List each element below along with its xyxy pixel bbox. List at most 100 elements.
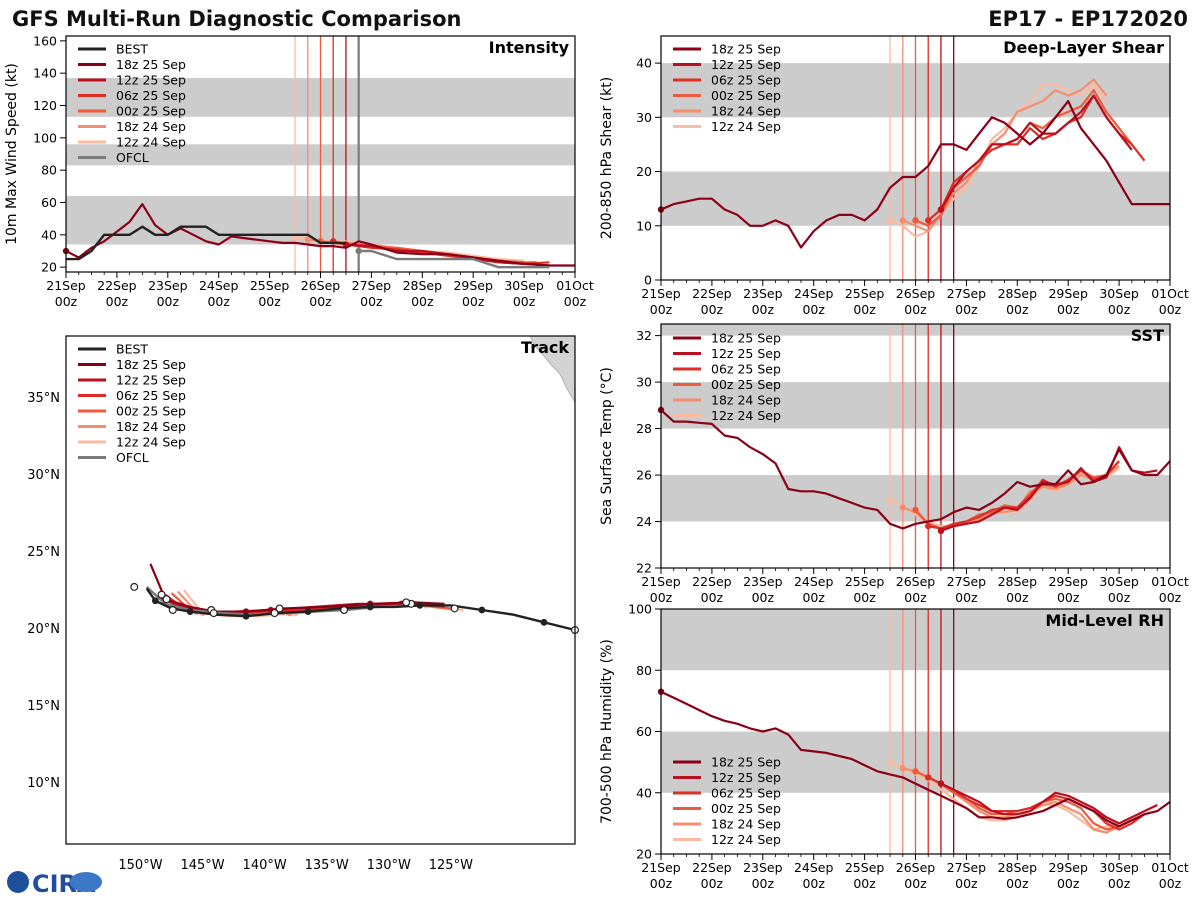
y-tick-label: 40 (636, 785, 652, 800)
series-start-marker (912, 506, 919, 514)
lat-tick-label: 30°N (27, 468, 60, 483)
x-tick-label: 22Sep (692, 286, 732, 301)
open-position-marker (157, 590, 166, 599)
x-tick-label: 29Sep (453, 278, 493, 293)
y-tick-label: 22 (636, 561, 652, 576)
y-tick-label: 60 (41, 195, 57, 210)
x-tick-label: 28Sep (403, 278, 443, 293)
best-track-marker (242, 612, 250, 620)
y-tick-label: 30 (636, 375, 652, 390)
y-tick-label: 26 (636, 468, 652, 483)
plot-frame (65, 35, 576, 273)
logo-swirl-icon (70, 872, 102, 892)
x-tick-sublabel: 00z (309, 294, 332, 309)
x-tick-sublabel: 00z (564, 294, 587, 309)
lon-tick-label: 135°W (305, 858, 349, 873)
x-tick-sublabel: 00z (904, 302, 927, 317)
legend-label: 00z 25 Sep (711, 801, 781, 816)
x-tick-label: 29Sep (1048, 860, 1088, 875)
x-tick-sublabel: 00z (55, 294, 78, 309)
legend-label: 12z 24 Sep (711, 408, 781, 423)
legend-label: 12z 24 Sep (116, 135, 186, 150)
legend-label: OFCL (116, 150, 149, 165)
y-tick-label: 28 (636, 421, 652, 436)
best-track-marker (304, 608, 312, 615)
x-tick-sublabel: 00z (752, 302, 775, 317)
lon-tick-label: 130°W (367, 858, 411, 873)
logo-circle-icon (7, 871, 29, 893)
plot-frame (660, 35, 1171, 281)
series-start-marker (886, 217, 894, 224)
x-tick-sublabel: 00z (411, 294, 434, 309)
lon-tick-label: 150°W (118, 858, 162, 873)
y-tick-label: 80 (41, 163, 57, 178)
x-tick-sublabel: 00z (853, 302, 876, 317)
series-start-marker (937, 780, 945, 787)
x-tick-sublabel: 00z (802, 590, 825, 605)
series-start-marker (937, 206, 945, 213)
x-tick-label: 24Sep (794, 574, 834, 589)
legend-label: 00z 25 Sep (116, 104, 186, 119)
y-tick-label: 30 (636, 110, 652, 125)
lon-tick-label: 140°W (243, 858, 287, 873)
x-tick-sublabel: 00z (701, 876, 724, 891)
x-tick-sublabel: 00z (513, 294, 536, 309)
x-tick-sublabel: 00z (1006, 302, 1029, 317)
x-tick-label: 01Oct (1151, 286, 1189, 301)
x-tick-label: 30Sep (1099, 860, 1139, 875)
x-tick-sublabel: 00z (1057, 590, 1080, 605)
ofcl-start-marker (355, 247, 362, 255)
y-tick-label: 100 (33, 130, 57, 145)
x-tick-label: 23Sep (743, 860, 783, 875)
x-tick-sublabel: 00z (1108, 302, 1131, 317)
series-start-marker (304, 236, 311, 243)
x-tick-sublabel: 00z (701, 302, 724, 317)
y-tick-label: 120 (33, 98, 57, 113)
series-line (660, 99, 1170, 249)
series-start-marker (886, 758, 894, 766)
x-tick-sublabel: 00z (955, 590, 978, 605)
legend-label: BEST (116, 342, 148, 357)
x-tick-label: 28Sep (998, 860, 1038, 875)
legend-label: 06z 25 Sep (711, 786, 781, 801)
lat-tick-label: 35°N (27, 391, 60, 406)
open-position-marker (270, 609, 279, 618)
x-tick-sublabel: 00z (106, 294, 129, 309)
legend-label: 12z 24 Sep (711, 832, 781, 847)
x-tick-label: 21Sep (641, 286, 681, 301)
series-line (902, 78, 1108, 233)
x-tick-sublabel: 00z (258, 294, 281, 309)
best-track-marker (366, 603, 374, 611)
x-tick-sublabel: 00z (1108, 590, 1131, 605)
y-axis-label: 200-850 hPa Shear (kt) (599, 77, 615, 239)
legend-label: 12z 25 Sep (711, 346, 781, 361)
x-tick-label: 28Sep (998, 286, 1038, 301)
x-tick-sublabel: 00z (853, 876, 876, 891)
x-tick-label: 27Sep (947, 860, 987, 875)
best-track-marker (416, 601, 424, 609)
x-tick-sublabel: 00z (904, 876, 927, 891)
x-tick-label: 30Sep (1099, 574, 1139, 589)
series-line (660, 690, 1171, 828)
y-tick-label: 0 (644, 273, 652, 288)
legend-label: 18z 25 Sep (116, 357, 186, 372)
ofcl-line (358, 249, 550, 269)
y-tick-label: 100 (628, 602, 652, 617)
series-start-marker (886, 497, 894, 504)
open-position-marker (209, 609, 218, 618)
figure-title: GFS Multi-Run Diagnostic Comparison (12, 7, 461, 31)
x-tick-sublabel: 00z (802, 876, 825, 891)
y-tick-label: 140 (33, 66, 57, 81)
series-start-marker (912, 768, 919, 775)
x-tick-label: 25Sep (845, 860, 885, 875)
series-start-marker (291, 234, 299, 242)
x-tick-label: 01Oct (1151, 860, 1189, 875)
legend-label: 12z 25 Sep (116, 373, 186, 388)
best-track-marker (478, 606, 486, 614)
panel-title: Track (521, 338, 569, 357)
x-tick-sublabel: 00z (650, 302, 673, 317)
y-tick-label: 40 (41, 227, 57, 242)
x-tick-label: 23Sep (743, 286, 783, 301)
storm-id: EP17 - EP172020 (988, 7, 1188, 31)
legend-label: 00z 25 Sep (711, 88, 781, 103)
